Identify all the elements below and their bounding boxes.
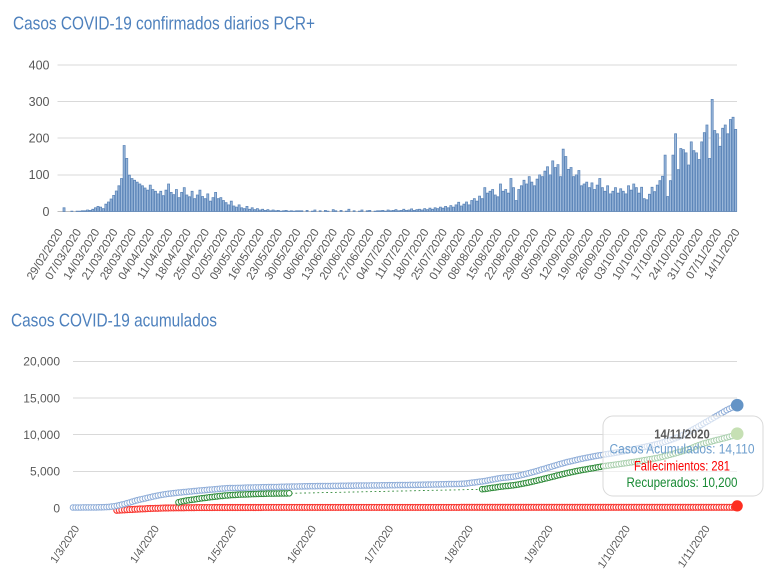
svg-text:Recuperados: 10,200: Recuperados: 10,200 <box>627 475 738 490</box>
svg-text:14/11/2020: 14/11/2020 <box>654 427 710 441</box>
svg-text:Fallecimientos: 281: Fallecimientos: 281 <box>634 458 730 473</box>
svg-text:15,000: 15,000 <box>23 391 60 405</box>
svg-text:20,000: 20,000 <box>23 355 60 369</box>
svg-text:100: 100 <box>29 168 50 182</box>
svg-text:400: 400 <box>29 58 50 72</box>
svg-text:300: 300 <box>29 95 50 109</box>
svg-text:Casos COVID-19 acumulados: Casos COVID-19 acumulados <box>11 311 217 331</box>
svg-text:200: 200 <box>29 132 50 146</box>
svg-text:10,000: 10,000 <box>23 428 60 442</box>
svg-text:0: 0 <box>53 501 60 515</box>
svg-text:Casos COVID-19 confirmados dia: Casos COVID-19 confirmados diarios PCR+ <box>13 14 315 34</box>
svg-text:Casos Acumulados: 14,110: Casos Acumulados: 14,110 <box>610 442 755 457</box>
svg-text:0: 0 <box>43 205 50 219</box>
svg-text:5,000: 5,000 <box>30 465 60 479</box>
